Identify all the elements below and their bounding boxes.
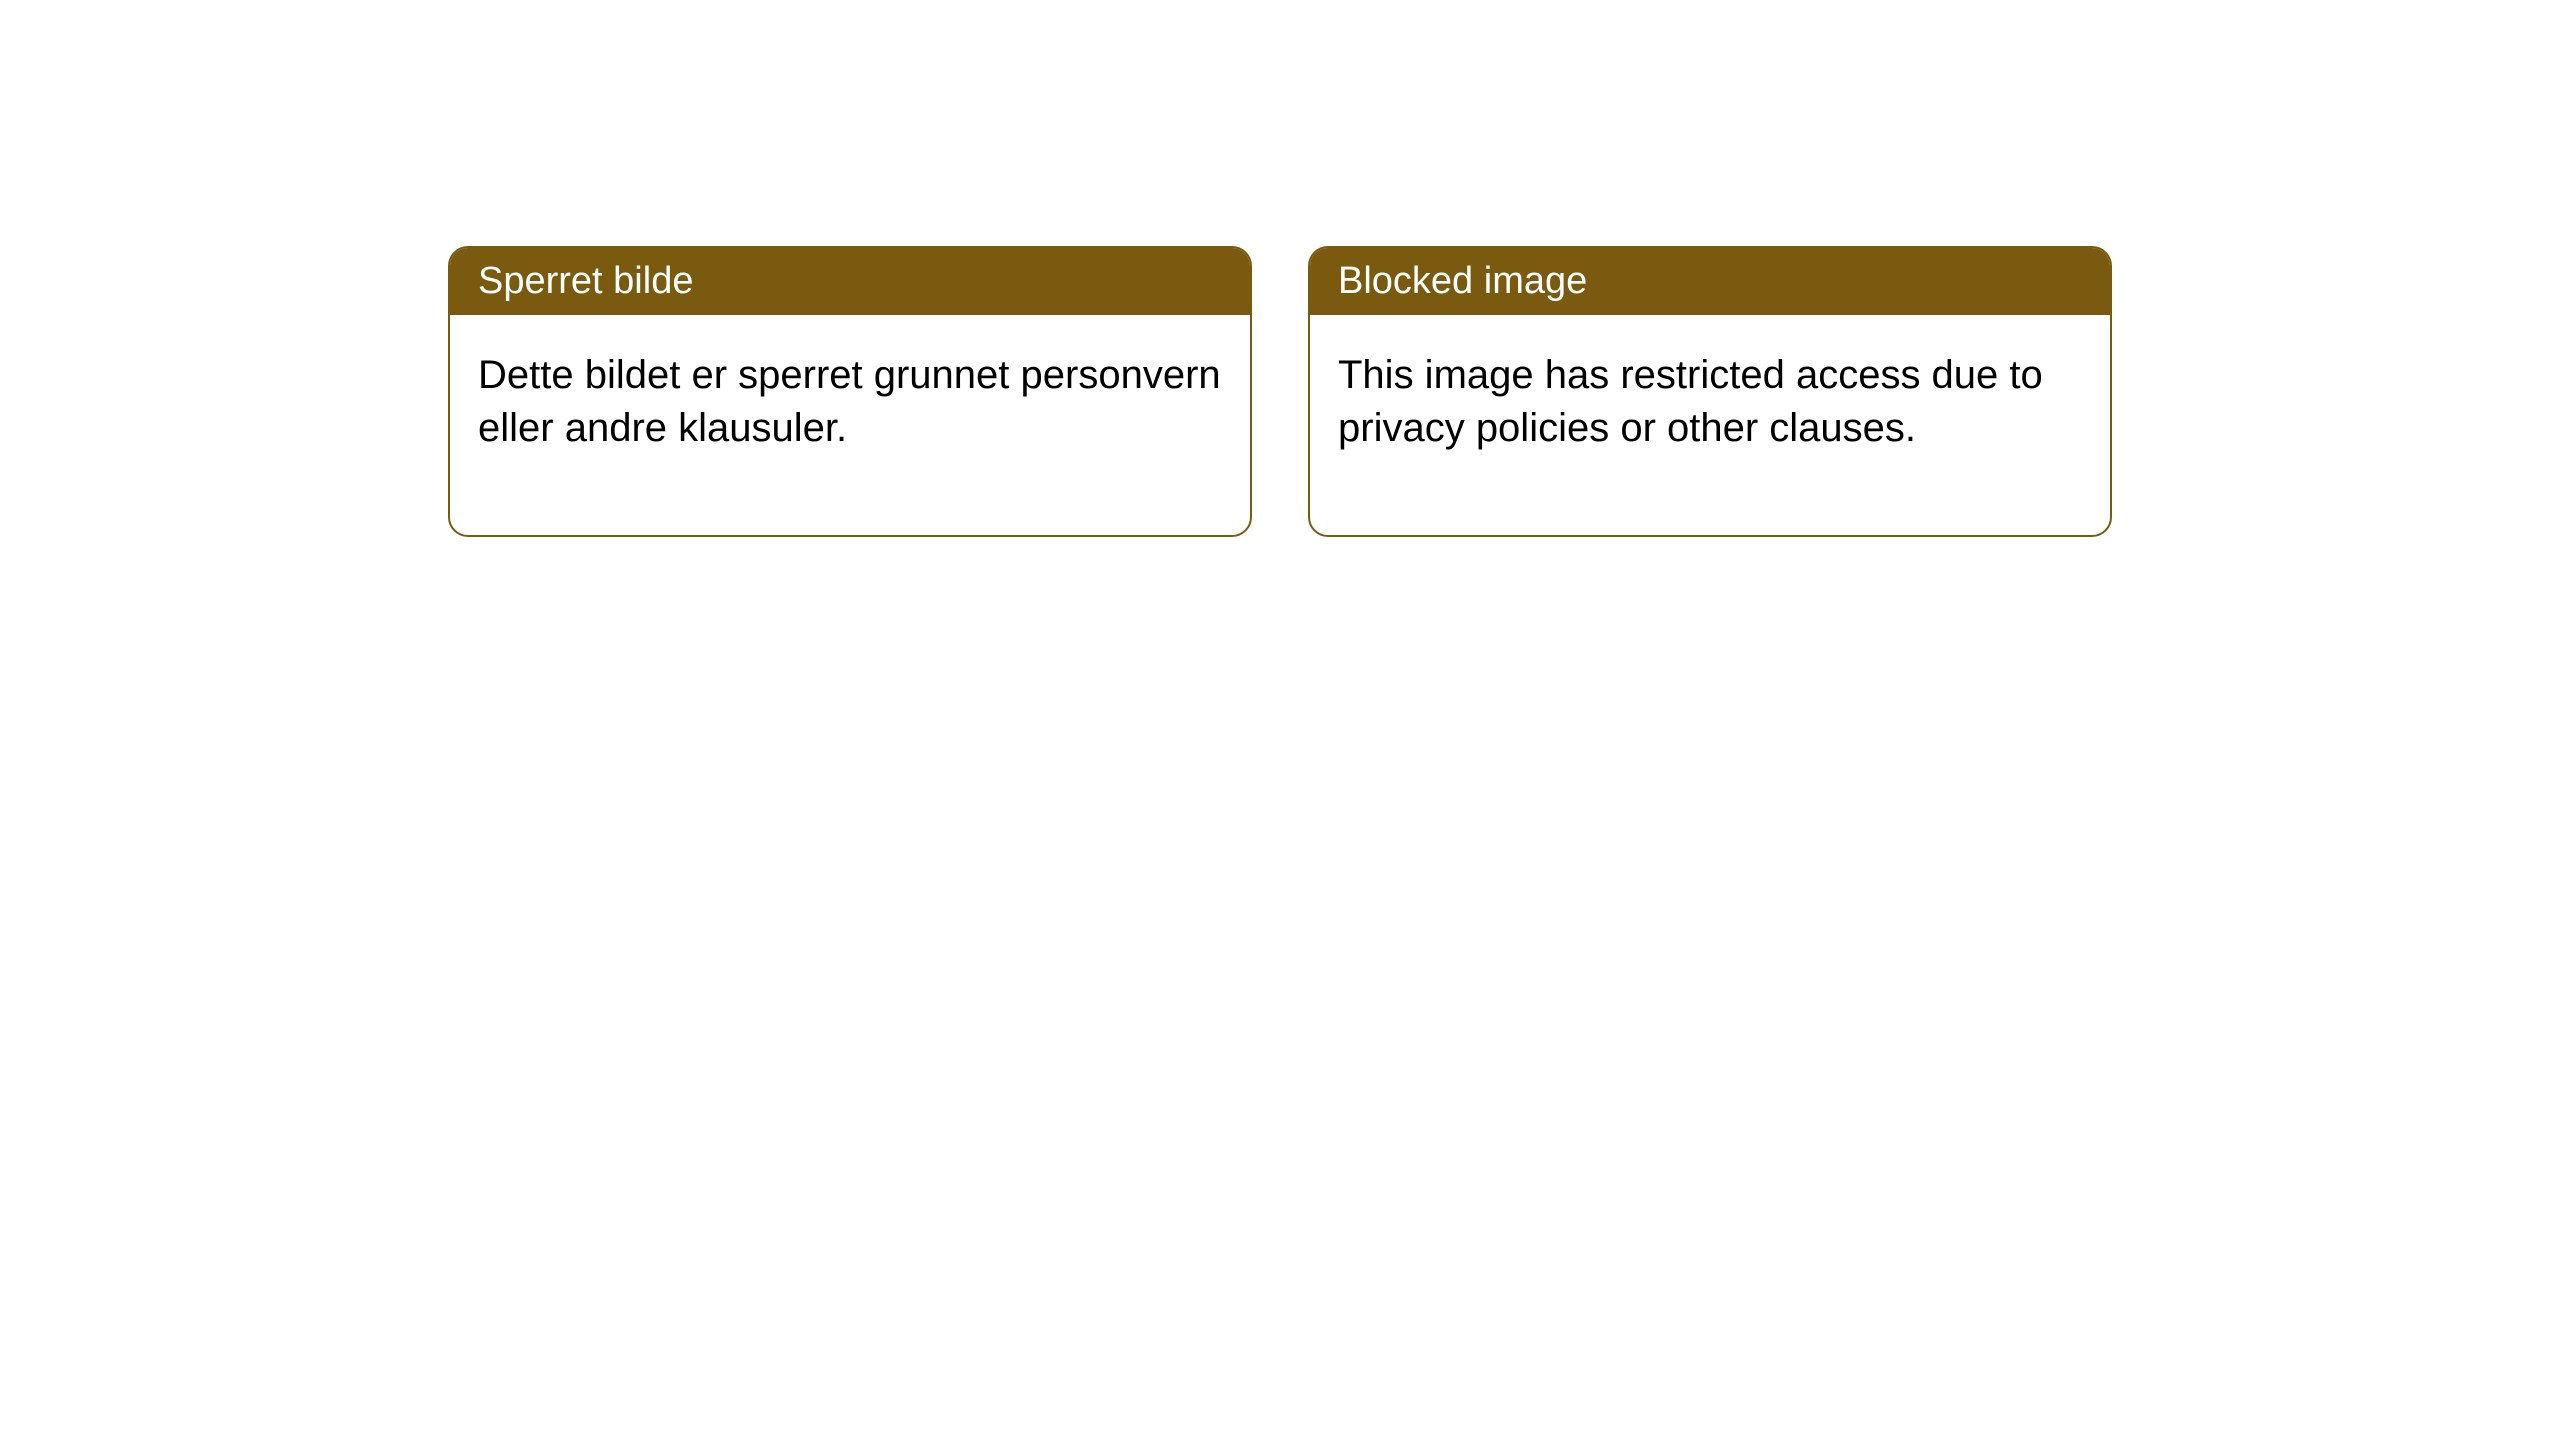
- notice-card-en: Blocked image This image has restricted …: [1308, 246, 2112, 537]
- notice-body-en: This image has restricted access due to …: [1310, 315, 2110, 535]
- notice-body-no: Dette bildet er sperret grunnet personve…: [450, 315, 1250, 535]
- notice-card-no: Sperret bilde Dette bildet er sperret gr…: [448, 246, 1252, 537]
- notice-title-no: Sperret bilde: [450, 248, 1250, 315]
- notice-container: Sperret bilde Dette bildet er sperret gr…: [0, 0, 2560, 537]
- notice-title-en: Blocked image: [1310, 248, 2110, 315]
